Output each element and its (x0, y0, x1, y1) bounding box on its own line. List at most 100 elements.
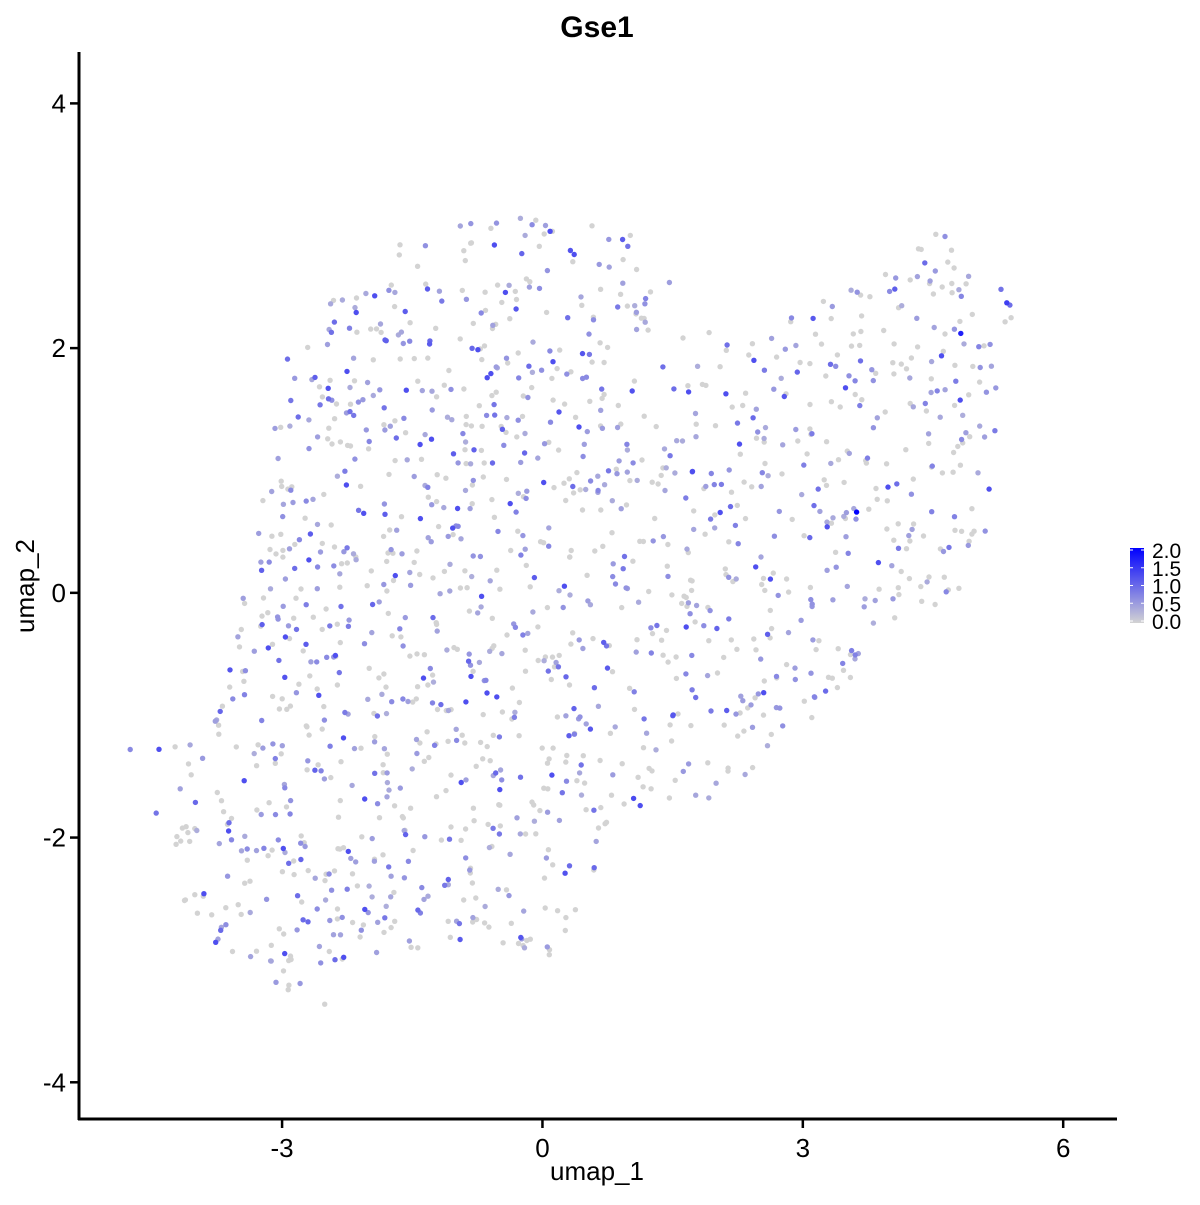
cell-point (748, 702, 754, 708)
cell-point (567, 554, 573, 560)
cell-point (633, 326, 640, 333)
cell-point (187, 742, 193, 748)
cell-point (388, 924, 394, 931)
cell-point (768, 625, 775, 632)
cell-point (280, 968, 287, 974)
cell-point (359, 834, 365, 840)
cell-point (298, 586, 304, 592)
cell-point (946, 544, 952, 551)
cell-point (615, 304, 621, 310)
cell-point (481, 460, 487, 466)
cell-point (343, 482, 350, 488)
cell-point (354, 329, 360, 335)
cell-point (273, 979, 279, 985)
cell-point (414, 263, 421, 269)
cell-point (663, 465, 669, 471)
cell-point (852, 656, 858, 662)
cell-point (529, 222, 535, 228)
cell-point (603, 819, 610, 825)
cell-point (322, 897, 329, 903)
cell-point (915, 246, 922, 252)
cell-point (639, 457, 645, 463)
cell-point (293, 595, 299, 601)
cell-point (282, 576, 289, 582)
cell-point (448, 824, 454, 830)
cell-point (481, 343, 488, 349)
cell-point (758, 483, 764, 490)
cell-point (664, 563, 670, 569)
cell-point (515, 490, 521, 496)
cell-point (386, 287, 392, 293)
cell-point (914, 273, 921, 280)
cell-point (369, 601, 376, 608)
cell-point (482, 307, 489, 314)
cell-point (241, 692, 248, 698)
cell-point (398, 634, 404, 640)
cell-point (228, 837, 235, 843)
cell-point (364, 583, 370, 589)
cell-point (352, 456, 358, 462)
cell-point (635, 599, 642, 605)
cell-point (258, 559, 264, 565)
cell-point (543, 309, 550, 316)
cell-point (473, 895, 479, 901)
cell-point (563, 778, 570, 784)
cell-point (369, 629, 375, 636)
cell-point (490, 732, 496, 738)
cell-point (463, 296, 470, 302)
cell-point (384, 558, 390, 565)
cell-point (349, 871, 356, 877)
cell-point (707, 516, 714, 522)
cell-point (338, 759, 344, 765)
cell-point (446, 836, 453, 842)
cell-point (127, 746, 133, 753)
cell-point (722, 566, 728, 572)
cell-point (441, 568, 448, 575)
cell-point (919, 598, 925, 604)
cell-point (899, 303, 905, 309)
cell-point (828, 460, 834, 467)
cell-point (809, 601, 815, 607)
cell-point (566, 682, 573, 688)
cell-point (729, 404, 735, 410)
cell-point (465, 658, 472, 664)
cell-point (353, 295, 360, 301)
cell-point (314, 659, 320, 665)
cell-point (906, 575, 913, 582)
cell-point (771, 386, 777, 392)
cell-point (365, 909, 371, 916)
cell-point (286, 860, 292, 866)
cell-point (407, 338, 413, 344)
cell-point (967, 434, 973, 440)
cell-point (457, 936, 463, 943)
cell-point (194, 910, 201, 916)
cell-point (509, 685, 516, 691)
cell-point (382, 915, 388, 921)
cell-point (413, 736, 420, 743)
cell-point (914, 344, 921, 350)
cell-point (238, 626, 244, 633)
cell-point (466, 651, 472, 657)
cell-point (586, 351, 593, 358)
cell-point (522, 831, 529, 837)
cell-point (648, 650, 654, 656)
cell-point (369, 894, 375, 900)
cell-point (366, 883, 372, 889)
cell-point (977, 364, 983, 371)
cell-point (393, 435, 399, 441)
cell-point (488, 225, 494, 231)
cell-point (932, 268, 938, 274)
cell-point (220, 809, 227, 815)
cell-point (441, 382, 447, 388)
cell-point (284, 706, 290, 712)
cell-point (556, 409, 562, 415)
cell-point (658, 637, 665, 643)
cell-point (351, 412, 357, 419)
cell-point (467, 461, 474, 467)
cell-point (811, 502, 817, 509)
cell-point (933, 231, 939, 237)
cell-point (741, 479, 747, 485)
cell-point (691, 508, 697, 514)
cell-point (550, 359, 556, 365)
cell-point (259, 613, 265, 619)
